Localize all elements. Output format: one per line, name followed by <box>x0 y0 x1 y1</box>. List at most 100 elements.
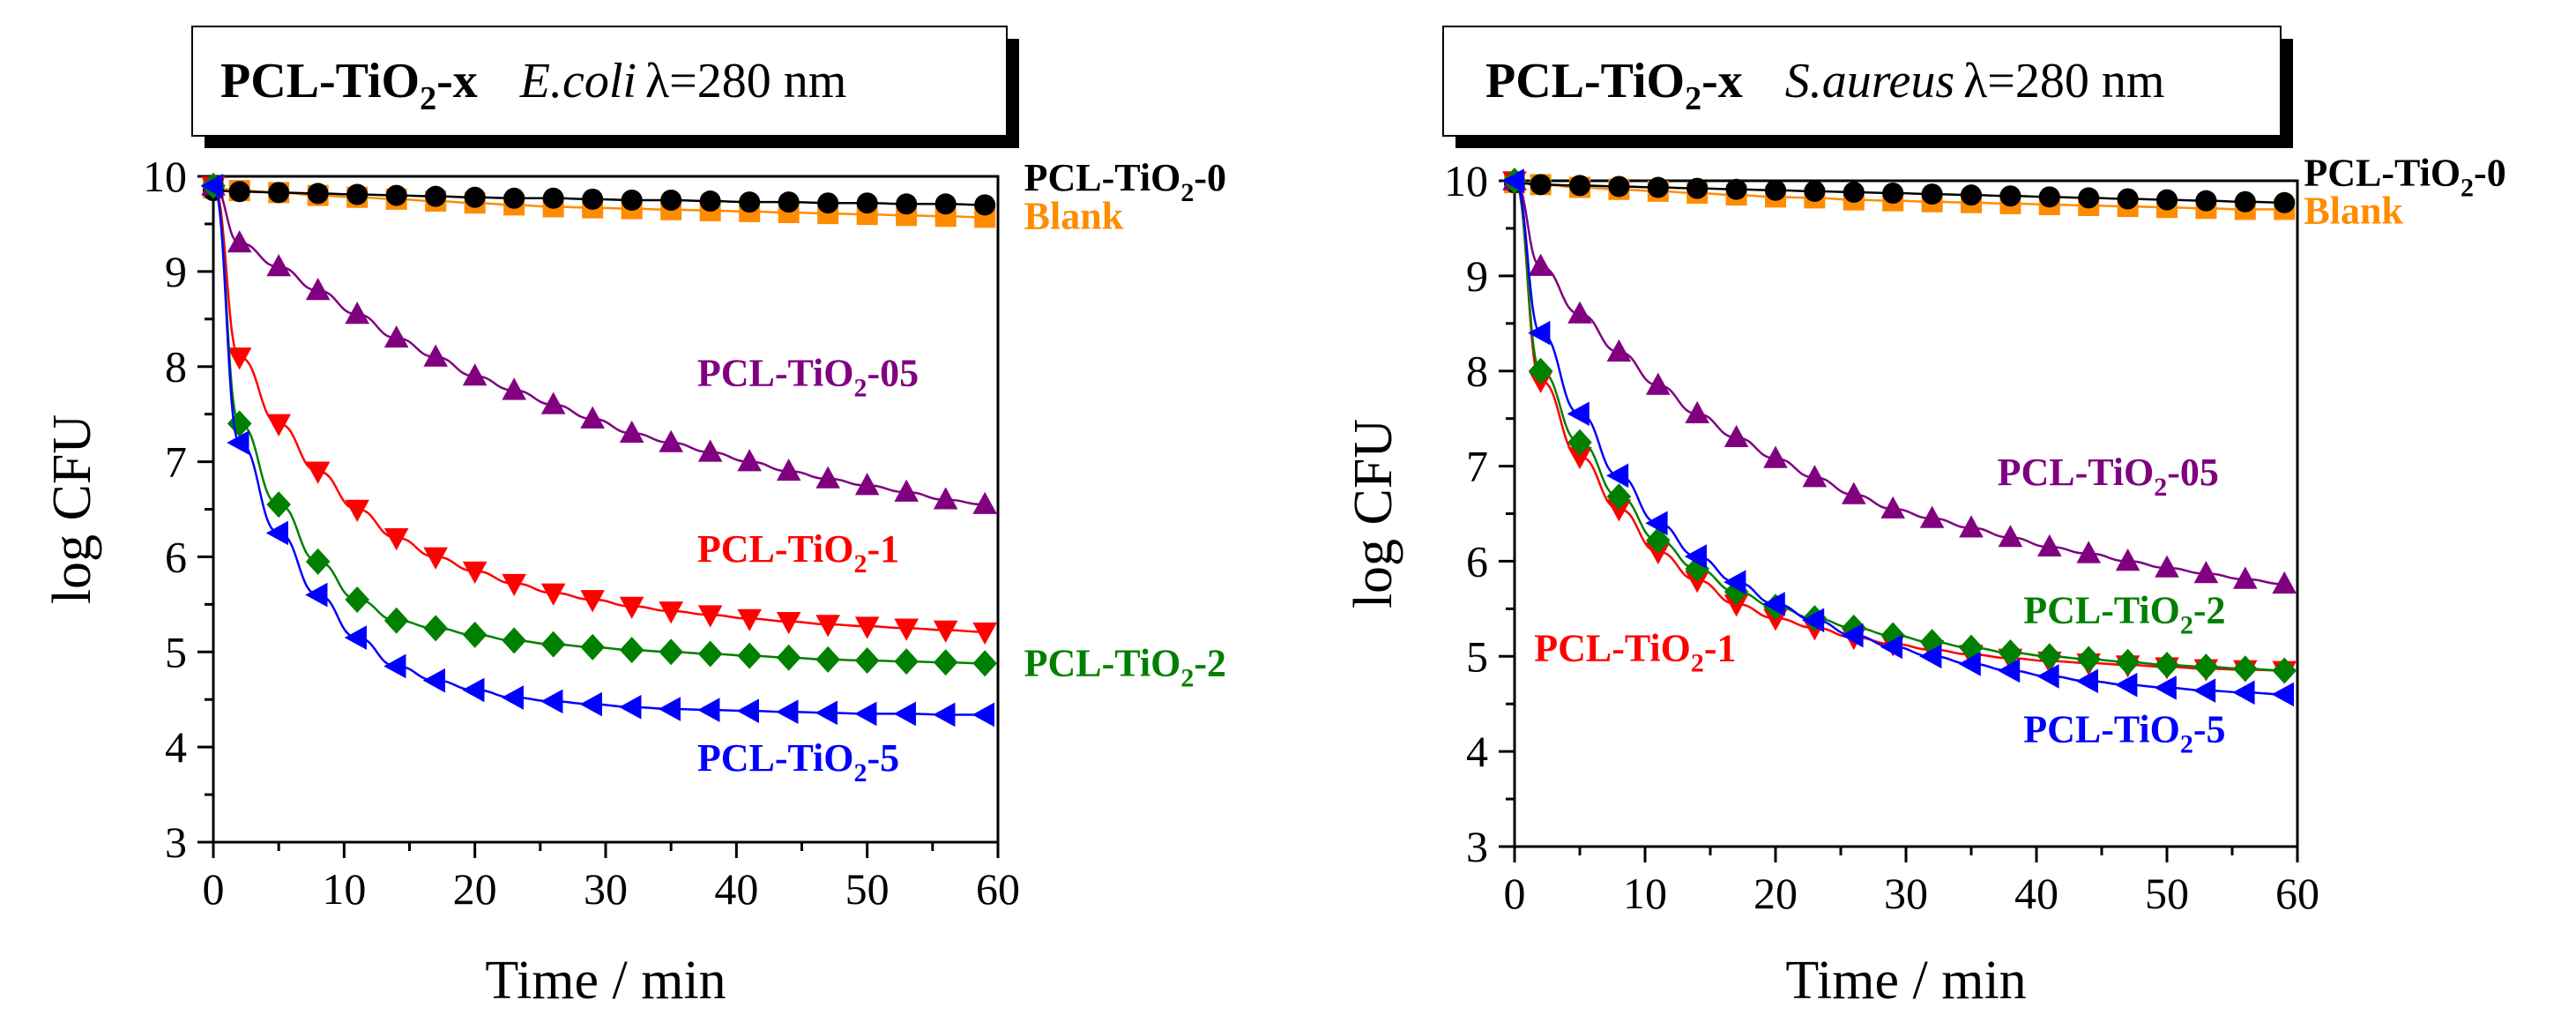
data-point <box>659 638 683 666</box>
y-tick-label: 9 <box>165 247 187 296</box>
data-point <box>2195 190 2217 212</box>
data-point <box>972 491 997 514</box>
y-tick-label: 7 <box>1466 442 1488 491</box>
data-point <box>501 685 524 710</box>
data-point <box>305 278 331 301</box>
data-point <box>502 627 526 654</box>
data-point <box>1685 400 1709 424</box>
data-point <box>776 644 801 671</box>
title-box <box>1442 26 2282 137</box>
data-point <box>502 573 526 597</box>
data-point <box>1647 176 1669 198</box>
data-point <box>1725 178 1747 200</box>
data-point <box>1567 446 1592 470</box>
data-point <box>1606 463 1629 489</box>
data-point <box>502 377 526 400</box>
data-point <box>778 191 800 213</box>
data-point <box>1724 570 1746 594</box>
x-tick-label: 60 <box>976 864 1020 914</box>
series-label: PCL-TiO2-05 <box>1998 451 2219 502</box>
data-point <box>894 618 919 641</box>
data-point <box>972 702 994 728</box>
data-point <box>934 193 957 215</box>
data-point <box>503 187 525 209</box>
data-point <box>423 547 448 570</box>
data-point <box>736 698 759 723</box>
data-point <box>776 699 799 725</box>
data-point <box>1646 372 1671 395</box>
data-point <box>2115 648 2140 675</box>
series-label: Blank <box>2304 190 2403 233</box>
data-point <box>1724 594 1749 617</box>
data-point <box>1998 638 2023 666</box>
data-point <box>2272 571 2297 594</box>
data-point <box>462 621 488 648</box>
data-point <box>972 622 997 646</box>
data-point <box>200 173 223 198</box>
series-label: PCL-TiO2-1 <box>1534 627 1736 678</box>
data-point <box>854 473 880 496</box>
data-point <box>462 677 485 703</box>
series-line <box>212 184 986 716</box>
data-point <box>856 192 878 214</box>
data-point <box>2272 657 2297 684</box>
x-tick-label: 50 <box>845 864 890 914</box>
data-point <box>739 191 761 213</box>
data-point <box>1646 526 1671 554</box>
data-point <box>1959 515 1984 538</box>
data-point <box>815 466 840 489</box>
x-tick-label: 30 <box>584 864 628 914</box>
data-point <box>817 192 839 214</box>
data-point <box>2037 534 2062 557</box>
data-point <box>2038 186 2060 208</box>
data-point <box>2155 651 2179 678</box>
y-tick-label: 8 <box>1466 347 1488 396</box>
data-point <box>894 648 919 675</box>
data-point <box>383 528 409 551</box>
data-point <box>2233 566 2258 589</box>
data-point <box>540 631 566 658</box>
data-point <box>1843 181 1865 203</box>
data-point <box>2155 555 2179 578</box>
y-tick-label: 5 <box>165 627 187 676</box>
data-point <box>697 605 723 628</box>
data-point <box>2193 653 2219 681</box>
data-point <box>2274 191 2296 213</box>
data-point <box>737 642 762 669</box>
series-label: PCL-TiO2-2 <box>2023 589 2225 640</box>
data-point <box>540 583 566 606</box>
x-tick-label: 20 <box>1753 869 1798 918</box>
data-point <box>580 590 605 613</box>
data-point <box>1606 339 1632 362</box>
data-point <box>540 689 563 714</box>
y-tick-label: 4 <box>1466 727 1488 776</box>
data-point <box>345 586 369 613</box>
y-tick-label: 9 <box>1466 251 1488 301</box>
data-point <box>2075 668 2098 694</box>
data-point <box>268 182 290 204</box>
series-label: PCL-TiO2-2 <box>1024 641 1226 692</box>
data-point <box>1645 511 1668 536</box>
x-axis-title: Time / min <box>485 951 726 1011</box>
data-point <box>579 691 602 717</box>
chart-panel-1: PCL-TiO2-x E.coli λ=280 nm 0 10 20 30 40 50 60 3 4 5… <box>42 26 1226 1011</box>
series-PCL-TiO2-1 <box>201 175 997 646</box>
data-point <box>815 646 840 673</box>
data-point <box>1567 429 1592 456</box>
title-box <box>191 26 1008 137</box>
data-point <box>2156 189 2178 211</box>
data-point <box>660 189 682 211</box>
data-point <box>580 633 605 661</box>
data-point <box>1528 253 1553 276</box>
x-tick-label: 10 <box>322 864 366 914</box>
data-point <box>658 697 681 721</box>
series-label: PCL-TiO2-0 <box>2304 151 2505 202</box>
data-point <box>1567 301 1592 324</box>
x-axis-title: Time / min <box>1785 951 2026 1011</box>
data-point <box>540 392 566 414</box>
data-point <box>1501 168 1524 193</box>
data-point <box>659 601 683 624</box>
data-point <box>1882 183 1904 205</box>
x-tick-label: 0 <box>1504 869 1526 918</box>
data-point <box>1841 623 1864 648</box>
